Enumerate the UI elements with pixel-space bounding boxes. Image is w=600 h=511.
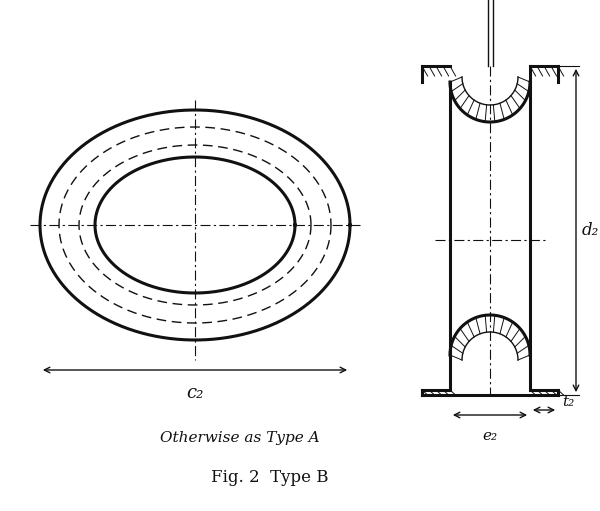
Text: e₂: e₂ [482,429,497,443]
Text: Fig. 2  Type B: Fig. 2 Type B [211,470,329,486]
Text: t₂: t₂ [562,395,574,409]
Text: d₂: d₂ [582,222,599,239]
Text: c₂: c₂ [187,384,203,402]
Text: Otherwise as Type A: Otherwise as Type A [160,431,320,445]
